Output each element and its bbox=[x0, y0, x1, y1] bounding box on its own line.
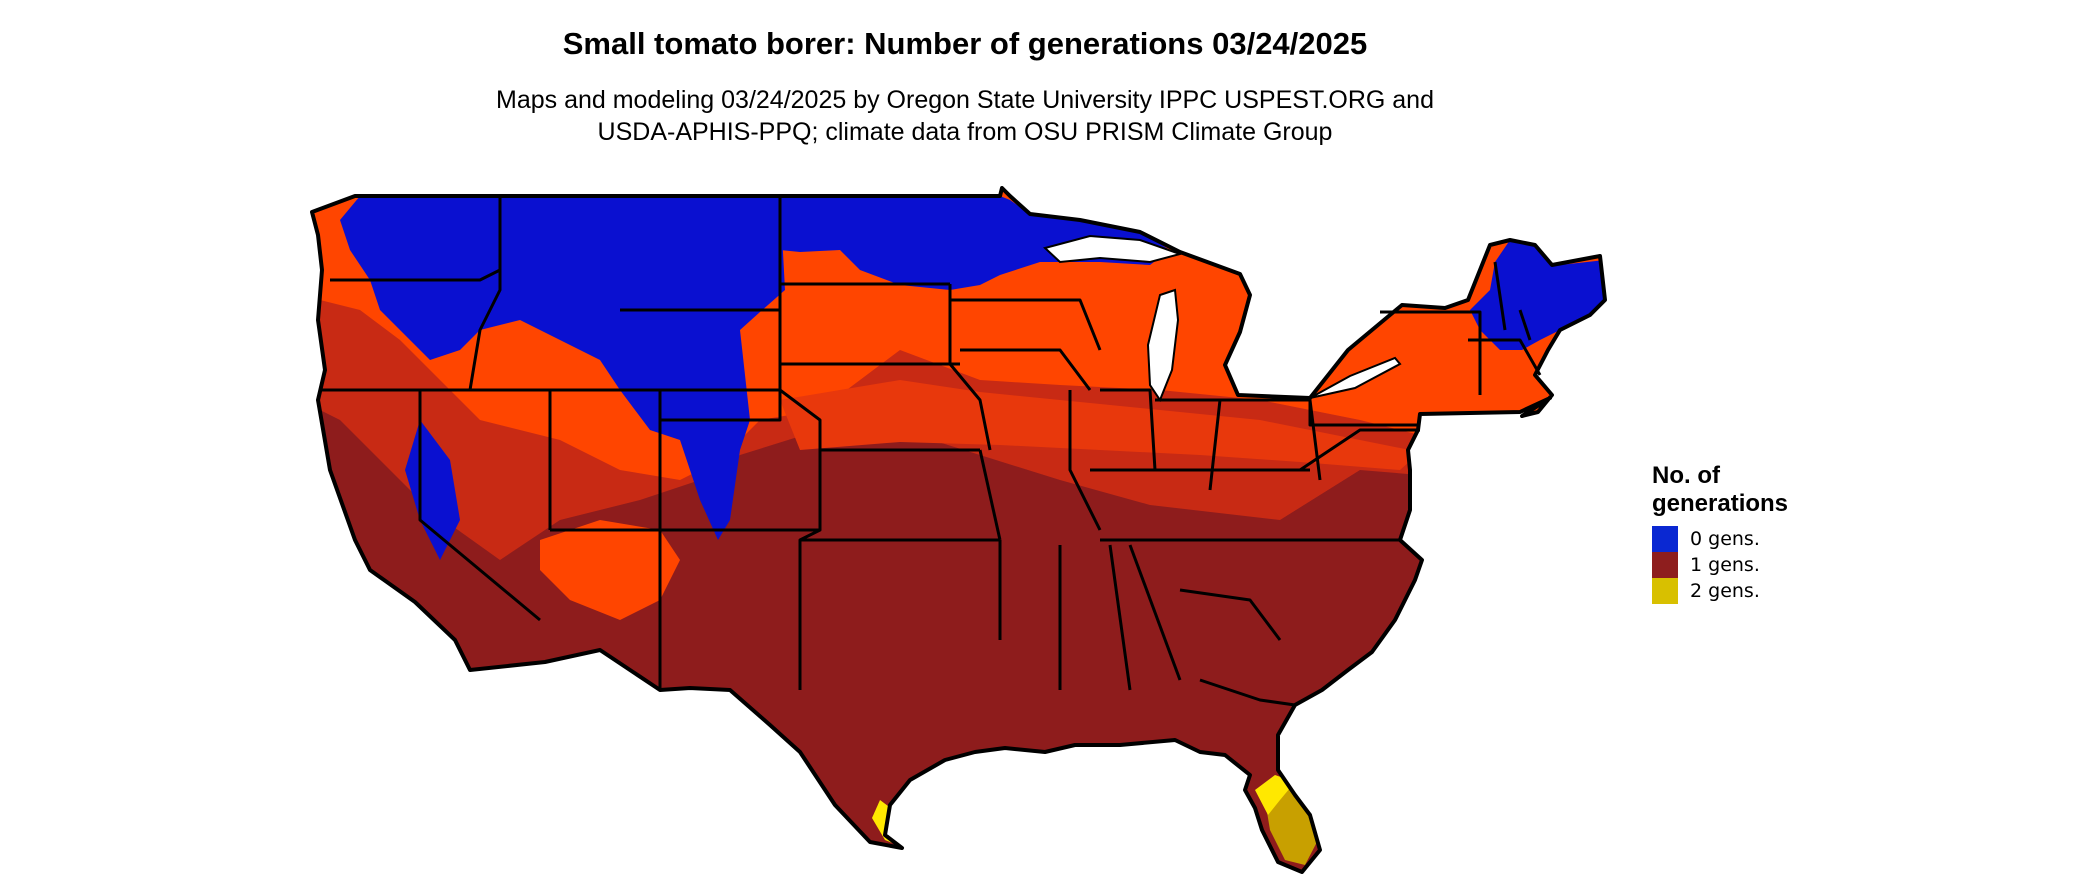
lake-erie bbox=[1309, 356, 1402, 399]
legend-label-1-gens: 1 gens. bbox=[1690, 554, 1760, 576]
map-subtitle: Maps and modeling 03/24/2025 by Oregon S… bbox=[0, 84, 1930, 148]
legend-swatch-0-gens bbox=[1652, 526, 1678, 552]
legend-label-0-gens: 0 gens. bbox=[1690, 528, 1760, 550]
legend: No. of generations 0 gens. 1 gens. 2 gen… bbox=[1652, 462, 1788, 604]
legend-item-2-gens: 2 gens. bbox=[1652, 578, 1788, 604]
legend-item-0-gens: 0 gens. bbox=[1652, 526, 1788, 552]
legend-swatch-2-gens bbox=[1652, 578, 1678, 604]
legend-swatch-1-gens bbox=[1652, 552, 1678, 578]
fill-orange-darker-band bbox=[780, 380, 1420, 470]
legend-title-line-1: No. of bbox=[1652, 462, 1720, 489]
subtitle-line-2: USDA-APHIS-PPQ; climate data from OSU PR… bbox=[597, 118, 1333, 146]
fill-0-gen-northwest bbox=[340, 196, 785, 540]
fill-orange-southwest bbox=[540, 520, 680, 620]
great-lakes bbox=[1042, 234, 1402, 403]
legend-title-line-2: generations bbox=[1652, 490, 1789, 517]
subtitle-line-1: Maps and modeling 03/24/2025 by Oregon S… bbox=[496, 86, 1434, 114]
fill-2-gen-florida-edge bbox=[1255, 775, 1295, 815]
legend-label-2-gens: 2 gens. bbox=[1690, 580, 1760, 602]
generation-fill-layers bbox=[312, 188, 1605, 872]
map-title: Small tomato borer: Number of generation… bbox=[562, 26, 1368, 61]
state-borders bbox=[322, 196, 1542, 707]
legend-item-1-gens: 1 gens. bbox=[1652, 552, 1788, 578]
lake-michigan bbox=[1146, 288, 1180, 403]
legend-title: No. of generations bbox=[1652, 462, 1788, 518]
lake-superior bbox=[1042, 234, 1184, 264]
